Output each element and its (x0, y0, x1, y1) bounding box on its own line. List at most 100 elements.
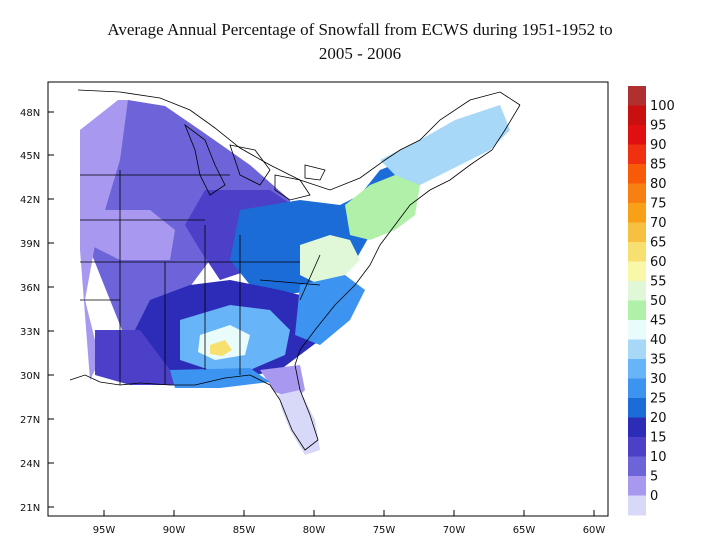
colorbar-label: 20 (650, 411, 667, 426)
map-title: Average Annual Percentage of Snowfall fr… (0, 18, 720, 66)
field-region (300, 235, 360, 285)
field-region (95, 330, 175, 385)
colorbar-label: 55 (650, 275, 667, 290)
colorbar-label: 40 (650, 333, 667, 348)
lon-tick: 65W (513, 510, 536, 536)
lat-label: 30N (20, 371, 40, 382)
lat-tick: 21N (20, 503, 54, 514)
lon-label: 95W (93, 525, 116, 536)
colorbar-label: 50 (650, 294, 667, 309)
colorbar-swatch (628, 398, 646, 418)
lon-label: 90W (163, 525, 186, 536)
colorbar-label: 15 (650, 431, 667, 446)
colorbar-label: 65 (650, 236, 667, 251)
colorbar-swatch (628, 456, 646, 477)
colorbar-swatch (628, 183, 646, 204)
lat-tick: 42N (20, 195, 54, 206)
colorbar-label: 95 (650, 119, 667, 134)
lon-tick: 85W (233, 510, 256, 536)
lat-label: 42N (20, 195, 40, 206)
colorbar-swatch (628, 359, 646, 379)
lon-axis: 95W 90W 85W 80W 75W 70W 65W 60W (93, 510, 606, 536)
lat-label: 24N (20, 459, 40, 470)
field-region (278, 390, 320, 455)
colorbar-labels: 1009590858075706560555045403530252015105… (650, 99, 675, 504)
lon-label: 85W (233, 525, 256, 536)
colorbar-swatch (628, 339, 646, 360)
colorbar-swatch (628, 476, 646, 496)
lon-tick: 60W (583, 510, 606, 536)
lat-label: 36N (20, 283, 40, 294)
field-region (380, 105, 510, 190)
lat-tick: 24N (20, 459, 54, 470)
lat-tick: 30N (20, 371, 54, 382)
field-region (170, 368, 270, 388)
lat-label: 33N (20, 327, 40, 338)
colorbar-swatch (628, 495, 646, 516)
colorbar-label: 90 (650, 138, 667, 153)
field-region (260, 365, 305, 400)
lat-label: 27N (20, 415, 40, 426)
map-frame (47, 81, 609, 517)
lon-tick: 75W (373, 510, 396, 536)
colorbar-swatch (628, 222, 646, 243)
field-region (345, 175, 420, 240)
great-lakes (184, 123, 326, 201)
colorbar-swatch (628, 144, 646, 165)
map-content (80, 100, 510, 455)
colorbar-label: 5 (650, 470, 658, 485)
colorbar-label: 35 (650, 353, 667, 368)
colorbar-label: 45 (650, 314, 667, 329)
colorbar-label: 80 (650, 177, 667, 192)
field-region (80, 100, 128, 380)
colorbar-swatch (628, 86, 646, 106)
field-region (210, 340, 232, 356)
map-borders (69, 89, 521, 451)
colorbar-label: 75 (650, 197, 667, 212)
lon-tick: 80W (303, 510, 326, 536)
lat-tick: 33N (20, 327, 54, 338)
colorbar-swatch (628, 164, 646, 184)
lon-label: 60W (583, 525, 606, 536)
lat-tick: 27N (20, 415, 54, 426)
gulf-coast (69, 374, 271, 386)
state-borders (80, 170, 321, 385)
colorbar-swatch (628, 300, 646, 321)
lat-label: 21N (20, 503, 40, 514)
lon-tick: 90W (163, 510, 186, 536)
title-line-2: 2005 - 2006 (318, 44, 402, 63)
lon-label: 65W (513, 525, 536, 536)
colorbar-swatch (628, 203, 646, 223)
lon-tick: 70W (443, 510, 466, 536)
colorbar-swatches (628, 86, 646, 516)
colorbar-swatch (628, 105, 646, 126)
colorbar-swatch (628, 437, 646, 457)
colorbar-swatch (628, 281, 646, 301)
lat-tick: 36N (20, 283, 54, 294)
field-region (90, 210, 175, 260)
lat-label: 45N (20, 151, 40, 162)
colorbar-label: 85 (650, 158, 667, 173)
lat-label: 48N (20, 108, 40, 119)
lon-label: 70W (443, 525, 466, 536)
colorbar-label: 0 (650, 489, 658, 504)
colorbar-label: 70 (650, 216, 667, 231)
colorbar-label: 10 (650, 450, 667, 465)
lat-label: 39N (20, 239, 40, 250)
colorbar-swatch (628, 417, 646, 438)
lat-tick: 45N (20, 151, 54, 162)
us-canada-border (77, 89, 521, 191)
lon-label: 80W (303, 525, 326, 536)
lat-tick: 39N (20, 239, 54, 250)
colorbar-swatch (628, 261, 646, 282)
lat-axis: 48N 45N 42N 39N 36N 33N 30N 27N (20, 108, 54, 514)
colorbar-swatch (628, 378, 646, 399)
colorbar-label: 100 (650, 99, 675, 114)
colorbar-label: 25 (650, 392, 667, 407)
colorbar-label: 30 (650, 372, 667, 387)
lat-tick: 48N (20, 108, 54, 119)
colorbar-swatch (628, 320, 646, 340)
lon-label: 75W (373, 525, 396, 536)
lon-tick: 95W (93, 510, 116, 536)
